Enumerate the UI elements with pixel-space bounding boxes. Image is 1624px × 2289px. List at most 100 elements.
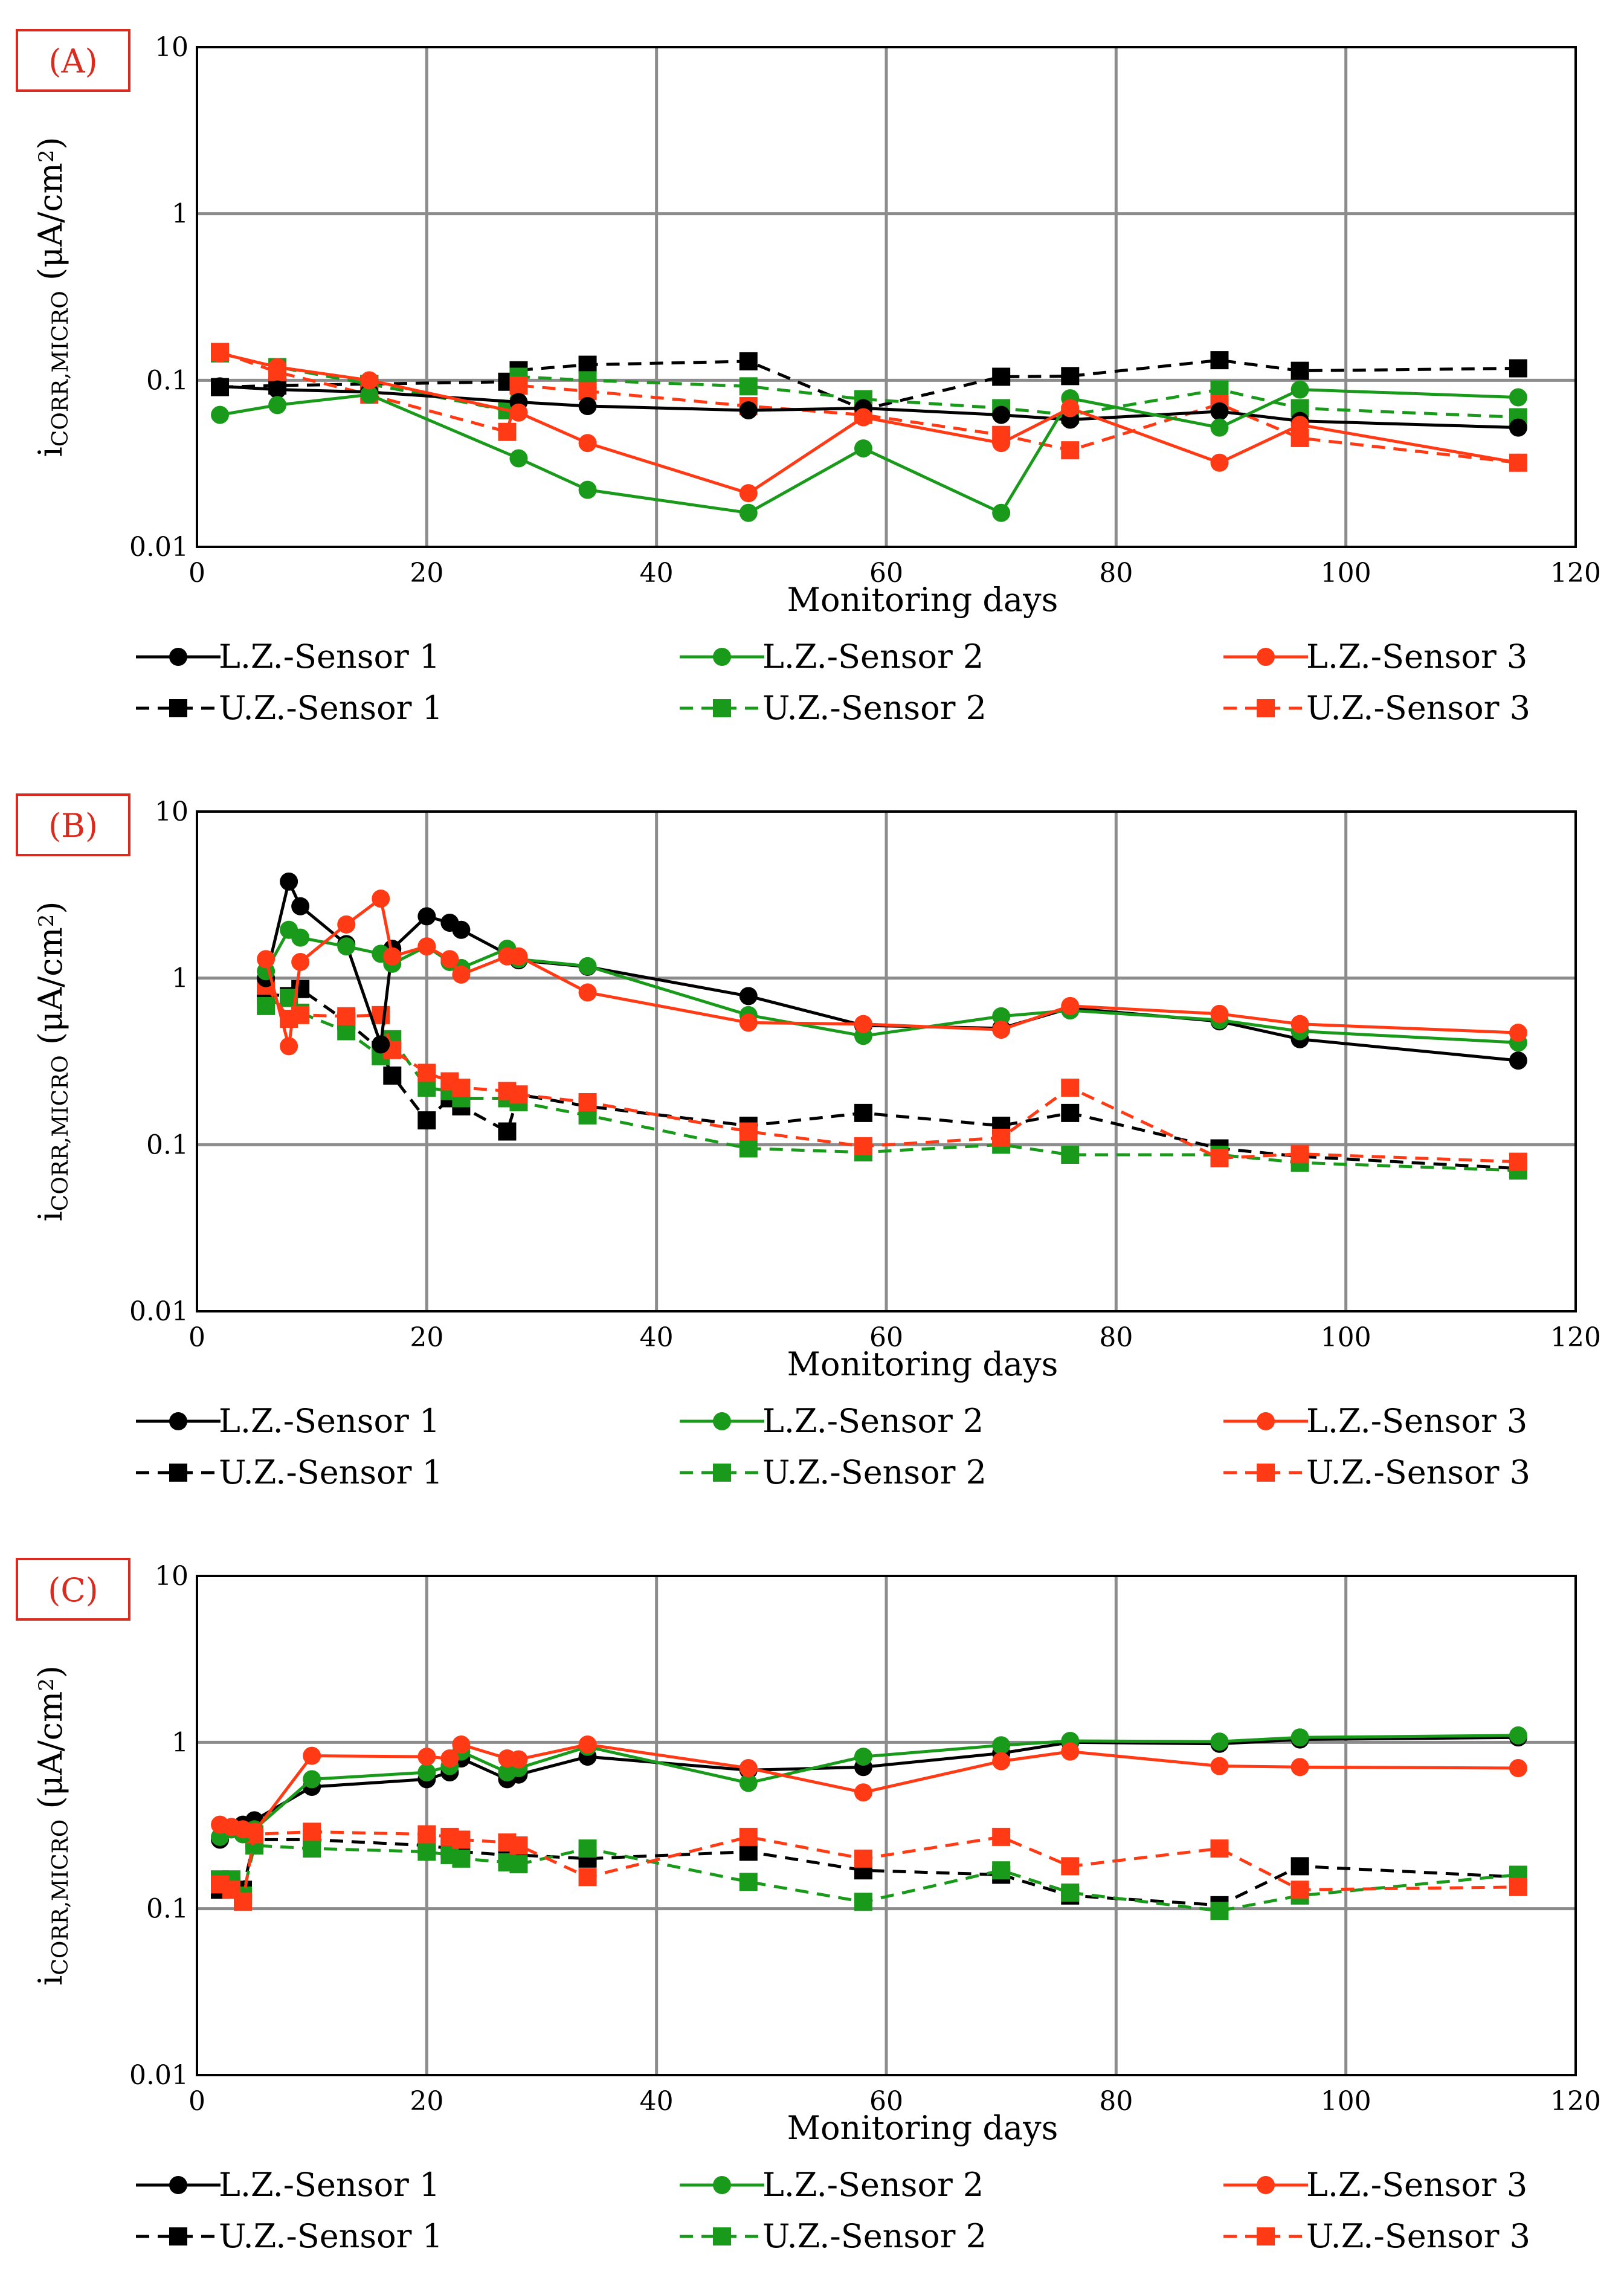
data-point-u-z-sensor-1 [383,1066,402,1085]
data-point-u-z-sensor-3 [452,1078,471,1097]
y-label-superscript: 2 [34,1678,59,1691]
legend-item: U.Z.-Sensor 1 [136,2217,443,2255]
data-point-l-z-sensor-1 [417,907,436,926]
series-group [211,343,1527,522]
data-point-u-z-sensor-1 [739,352,758,370]
x-tick-label: 120 [1550,558,1601,589]
data-point-l-z-sensor-3 [739,1758,758,1777]
panel-tag-box [16,29,130,92]
legend-item: L.Z.-Sensor 1 [136,2166,440,2204]
data-point-l-z-sensor-1 [1210,402,1229,421]
data-point-u-z-sensor-1 [1061,1103,1080,1122]
x-axis-label: Monitoring days [787,2109,1058,2147]
x-tick-label: 0 [188,1322,205,1353]
data-point-l-z-sensor-3 [440,950,459,969]
data-point-u-z-sensor-3 [578,1093,597,1111]
data-point-l-z-sensor-3 [854,408,872,427]
data-point-l-z-sensor-2 [303,1770,321,1789]
data-point-l-z-sensor-3 [739,1013,758,1032]
data-point-l-z-sensor-3 [417,1748,436,1766]
x-tick-label: 20 [410,558,443,589]
data-point-u-z-sensor-3 [739,1827,758,1846]
data-point-l-z-sensor-2 [854,439,872,458]
legend-item: L.Z.-Sensor 3 [1223,638,1527,676]
legend-item: U.Z.-Sensor 2 [680,689,987,727]
data-point-l-z-sensor-3 [452,965,471,984]
data-point-l-z-sensor-2 [291,928,310,947]
data-point-u-z-sensor-2 [257,996,276,1015]
x-tick-label: 120 [1550,1322,1601,1353]
data-point-l-z-sensor-3 [440,1749,459,1768]
data-point-u-z-sensor-3 [992,1128,1011,1147]
data-point-u-z-sensor-2 [992,1861,1011,1880]
legend-item: U.Z.-Sensor 3 [1223,2217,1530,2255]
x-tick-label: 60 [869,2086,903,2117]
legend-label: U.Z.-Sensor 2 [762,2217,987,2255]
data-point-u-z-sensor-2 [578,1839,597,1858]
data-point-l-z-sensor-1 [211,377,230,396]
data-point-l-z-sensor-3 [1210,453,1229,472]
data-point-u-z-sensor-2 [854,1893,872,1911]
x-tick-label: 80 [1099,1322,1133,1353]
y-label-subscript: CORR,MICRO [48,291,73,447]
data-point-l-z-sensor-3 [1509,453,1527,472]
legend-marker [169,699,187,717]
data-point-l-z-sensor-3 [1061,1742,1080,1761]
legend-marker [169,1412,187,1430]
data-point-u-z-sensor-2 [1061,1146,1080,1164]
data-point-u-z-sensor-2 [509,1855,528,1874]
legend-item: L.Z.-Sensor 2 [680,2166,984,2204]
data-point-l-z-sensor-3 [452,1735,471,1754]
data-point-u-z-sensor-3 [1290,1144,1309,1163]
data-point-u-z-sensor-2 [1210,1902,1229,1920]
series-line-l-z-sensor-2 [219,388,1518,515]
panel-tag-label: (B) [48,807,98,845]
data-point-l-z-sensor-3 [383,947,402,966]
legend-marker [169,2227,187,2245]
series-line-l-z-sensor-1 [219,384,1518,430]
data-point-l-z-sensor-3 [1061,399,1080,418]
data-point-l-z-sensor-1 [452,920,471,939]
data-point-l-z-sensor-2 [578,957,597,975]
y-axis-label: iCORR,MICRO (μA/cm2) [31,137,73,457]
data-point-l-z-sensor-2 [211,405,230,424]
x-tick-label: 40 [640,558,674,589]
data-point-l-z-sensor-3 [854,1015,872,1033]
data-point-u-z-sensor-3 [1061,441,1080,460]
data-point-l-z-sensor-3 [1509,1758,1527,1777]
y-label-units-close: ) [31,902,69,914]
legend-item: L.Z.-Sensor 2 [680,638,984,676]
data-point-u-z-sensor-1 [992,367,1011,386]
data-point-u-z-sensor-1 [498,1122,517,1141]
y-tick-label: 0.01 [129,1296,188,1327]
data-point-l-z-sensor-3 [992,1021,1011,1039]
data-point-l-z-sensor-3 [578,1735,597,1754]
legend-label: U.Z.-Sensor 3 [1306,689,1530,727]
legend-marker [1257,648,1275,666]
data-point-l-z-sensor-1 [280,872,298,891]
x-tick-label: 60 [869,558,903,589]
data-point-u-z-sensor-1 [854,1103,872,1122]
data-point-u-z-sensor-1 [1509,359,1527,378]
data-point-l-z-sensor-3 [337,915,356,934]
x-tick-label: 20 [410,2086,443,2117]
y-tick-label: 0.1 [146,365,188,396]
data-point-u-z-sensor-3 [739,1122,758,1141]
data-point-l-z-sensor-3 [509,1750,528,1769]
y-label-units-close: ) [31,1665,69,1678]
data-point-l-z-sensor-3 [1290,1758,1309,1777]
x-tick-label: 100 [1321,2086,1371,2117]
chart-panel-2: 0 20 40 60 80 100 120 0.01 0.1 1 10 Monitoring days… [16,793,1601,1491]
legend-label: U.Z.-Sensor 1 [219,2217,443,2255]
data-point-u-z-sensor-3 [1210,1149,1229,1167]
x-axis-label: Monitoring days [787,581,1058,619]
panel-tag-box [16,793,130,856]
data-point-l-z-sensor-3 [992,434,1011,453]
legend-item: U.Z.-Sensor 3 [1223,689,1530,727]
x-tick-label: 80 [1099,558,1133,589]
legend-label: L.Z.-Sensor 1 [219,1402,440,1440]
data-point-u-z-sensor-1 [1290,361,1309,380]
legend-marker [713,2176,731,2194]
data-point-u-z-sensor-2 [739,1873,758,1891]
